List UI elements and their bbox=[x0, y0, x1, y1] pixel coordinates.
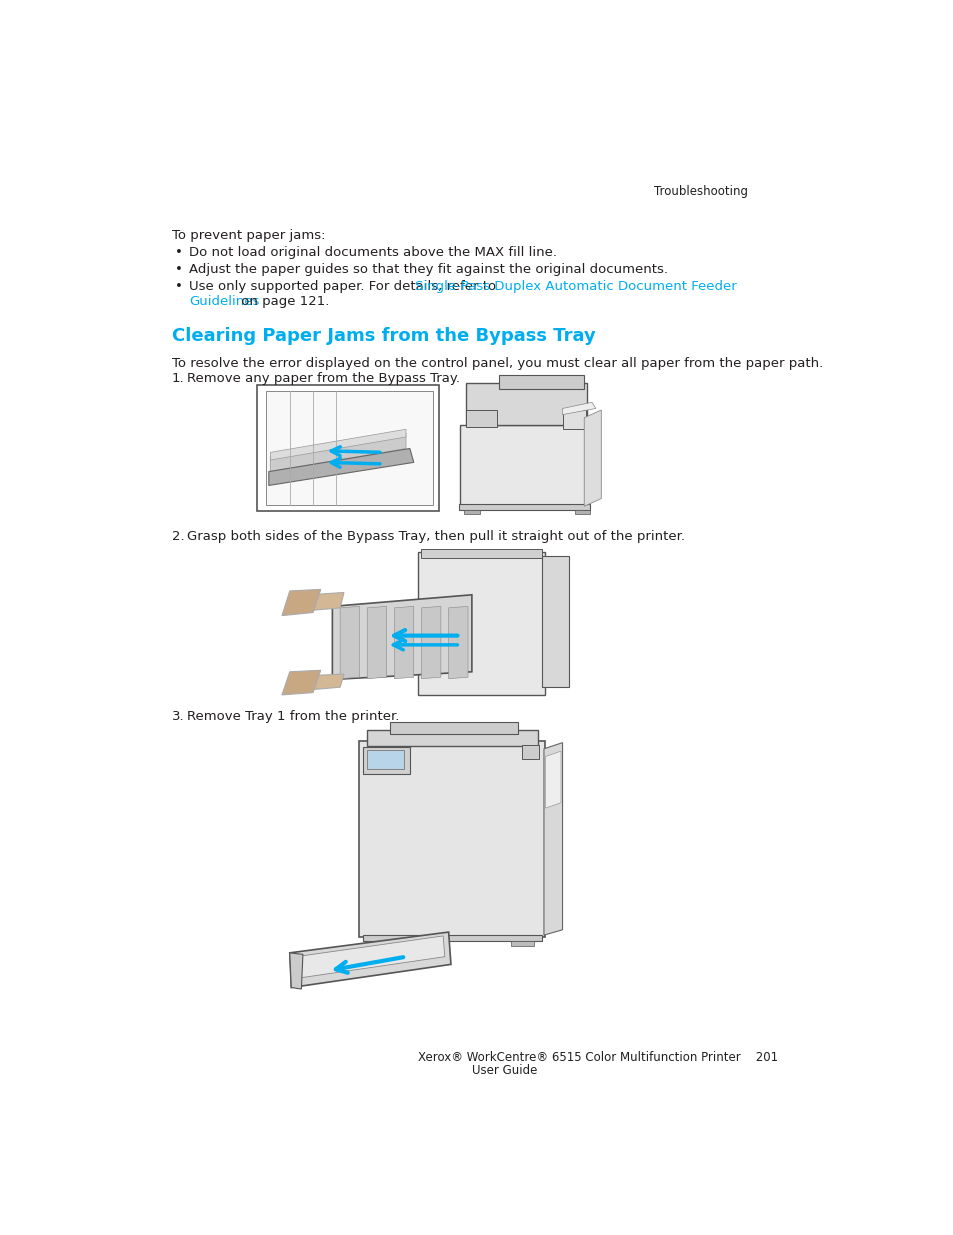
Bar bbox=[466, 383, 586, 425]
Bar bbox=[359, 741, 545, 937]
Polygon shape bbox=[282, 671, 320, 695]
Text: Grasp both sides of the Bypass Tray, then pull it straight out of the printer.: Grasp both sides of the Bypass Tray, the… bbox=[187, 530, 685, 543]
Bar bbox=[367, 750, 404, 769]
Bar bbox=[390, 721, 517, 734]
Bar bbox=[510, 941, 534, 946]
Polygon shape bbox=[282, 589, 320, 615]
Bar bbox=[421, 548, 541, 558]
Bar bbox=[363, 935, 541, 941]
Text: Troubleshooting: Troubleshooting bbox=[654, 185, 747, 198]
Text: Single-Pass Duplex Automatic Document Feeder: Single-Pass Duplex Automatic Document Fe… bbox=[415, 280, 737, 293]
Text: Do not load original documents above the MAX fill line.: Do not load original documents above the… bbox=[189, 246, 557, 259]
Polygon shape bbox=[270, 430, 406, 461]
Text: 2.: 2. bbox=[172, 530, 184, 543]
Bar bbox=[466, 410, 497, 427]
Text: Remove any paper from the Bypass Tray.: Remove any paper from the Bypass Tray. bbox=[187, 372, 460, 385]
Bar bbox=[363, 747, 410, 774]
Text: on page 121.: on page 121. bbox=[236, 294, 329, 308]
Polygon shape bbox=[270, 433, 406, 472]
Polygon shape bbox=[309, 674, 344, 689]
Polygon shape bbox=[340, 606, 359, 679]
Bar bbox=[464, 510, 479, 514]
Text: 1.: 1. bbox=[172, 372, 184, 385]
Text: 3.: 3. bbox=[172, 710, 184, 724]
Text: User Guide: User Guide bbox=[472, 1063, 537, 1077]
Polygon shape bbox=[309, 593, 344, 610]
Polygon shape bbox=[290, 953, 303, 989]
Text: •: • bbox=[174, 263, 183, 275]
Text: To resolve the error displayed on the control panel, you must clear all paper fr: To resolve the error displayed on the co… bbox=[172, 357, 822, 369]
Text: Adjust the paper guides so that they fit against the original documents.: Adjust the paper guides so that they fit… bbox=[189, 263, 667, 275]
Bar bbox=[417, 552, 545, 695]
Polygon shape bbox=[290, 932, 451, 988]
Polygon shape bbox=[295, 936, 444, 978]
Polygon shape bbox=[367, 606, 386, 679]
Text: To prevent paper jams:: To prevent paper jams: bbox=[172, 228, 325, 242]
Text: Guidelines: Guidelines bbox=[189, 294, 259, 308]
Polygon shape bbox=[448, 606, 468, 679]
Bar bbox=[367, 941, 390, 946]
Text: Xerox® WorkCentre® 6515 Color Multifunction Printer    201: Xerox® WorkCentre® 6515 Color Multifunct… bbox=[417, 1051, 777, 1063]
Polygon shape bbox=[562, 403, 596, 415]
Bar bbox=[575, 510, 590, 514]
Text: •: • bbox=[174, 246, 183, 259]
Polygon shape bbox=[583, 410, 600, 506]
Bar bbox=[454, 379, 597, 509]
Polygon shape bbox=[545, 751, 560, 808]
Bar bbox=[266, 390, 433, 505]
Bar bbox=[458, 504, 590, 510]
Bar bbox=[541, 556, 568, 687]
Text: •: • bbox=[174, 280, 183, 293]
Bar bbox=[562, 410, 585, 430]
Bar bbox=[257, 385, 438, 511]
Polygon shape bbox=[394, 606, 414, 679]
Polygon shape bbox=[269, 448, 414, 485]
Bar bbox=[459, 425, 587, 506]
Text: Clearing Paper Jams from the Bypass Tray: Clearing Paper Jams from the Bypass Tray bbox=[172, 327, 595, 345]
Text: Use only supported paper. For details, refer to: Use only supported paper. For details, r… bbox=[189, 280, 500, 293]
Bar bbox=[498, 375, 583, 389]
Bar bbox=[521, 745, 538, 758]
Polygon shape bbox=[332, 595, 472, 679]
Polygon shape bbox=[543, 742, 562, 935]
Text: Remove Tray 1 from the printer.: Remove Tray 1 from the printer. bbox=[187, 710, 399, 724]
Bar bbox=[367, 730, 537, 746]
Polygon shape bbox=[421, 606, 440, 679]
